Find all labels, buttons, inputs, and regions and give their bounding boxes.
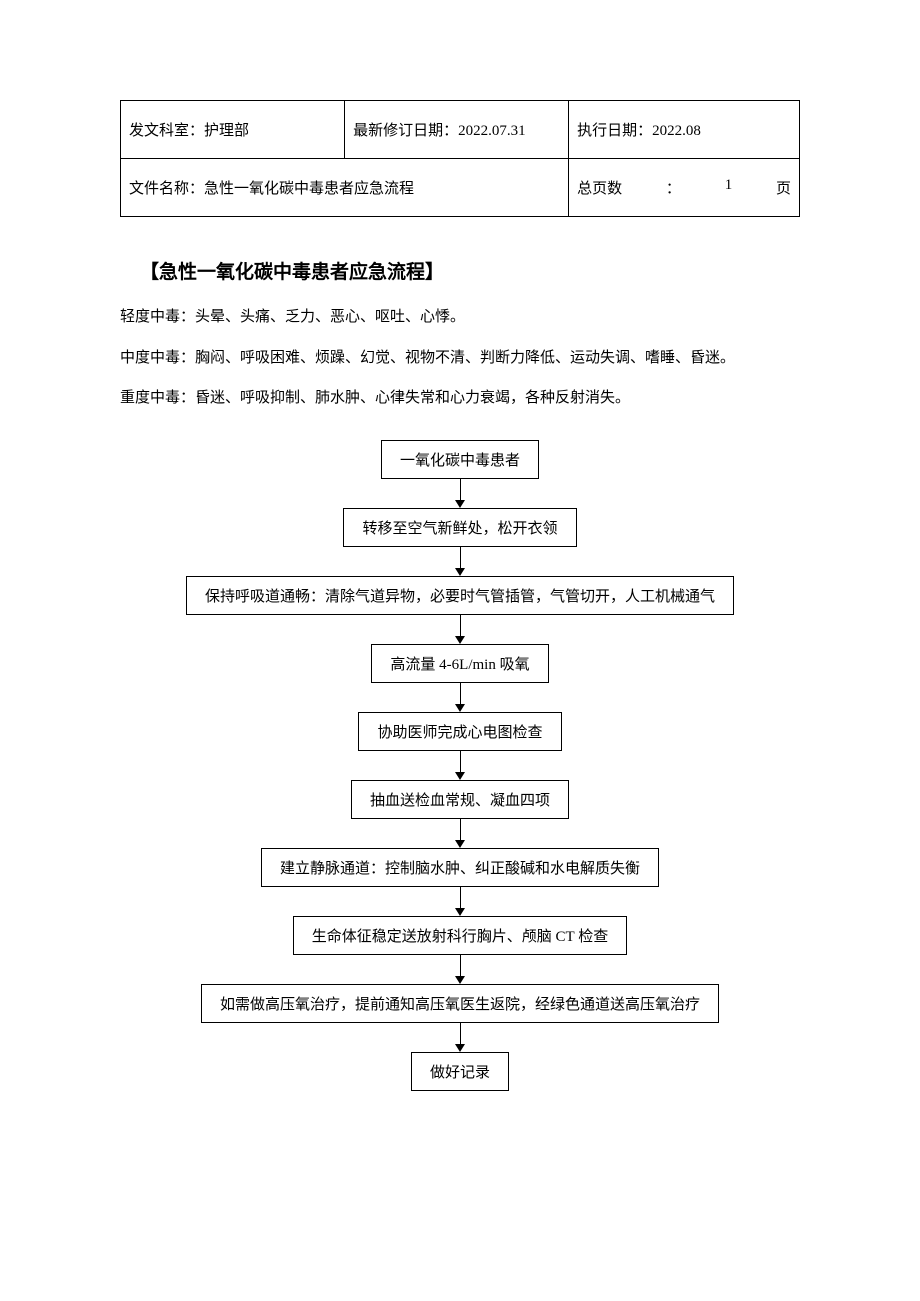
pages-label: 总页数 (577, 177, 622, 198)
flowchart-node: 如需做高压氧治疗，提前通知高压氧医生返院，经绿色通道送高压氧治疗 (201, 984, 719, 1023)
pages-unit: 页 (776, 177, 791, 198)
flowchart-node: 转移至空气新鲜处，松开衣领 (343, 508, 576, 547)
flowchart-arrow-icon (455, 479, 465, 508)
flowchart-arrow-icon (455, 1023, 465, 1052)
pages-value: 1 (725, 177, 733, 198)
dept-cell: 发文科室：护理部 (121, 101, 345, 159)
severity-moderate: 中度中毒：胸闷、呼吸困难、烦躁、幻觉、视物不清、判断力降低、运动失调、嗜睡、昏迷… (120, 347, 800, 370)
flowchart-node: 一氧化碳中毒患者 (381, 440, 539, 479)
severity-mild: 轻度中毒：头晕、头痛、乏力、恶心、呕吐、心悸。 (120, 306, 800, 329)
flowchart-arrow-icon (455, 683, 465, 712)
flowchart-arrow-icon (455, 615, 465, 644)
flowchart-arrow-icon (455, 819, 465, 848)
flowchart-arrow-icon (455, 547, 465, 576)
flowchart-node: 保持呼吸道通畅：清除气道异物，必要时气管插管，气管切开，人工机械通气 (186, 576, 734, 615)
flowchart-container: 一氧化碳中毒患者转移至空气新鲜处，松开衣领保持呼吸道通畅：清除气道异物，必要时气… (120, 440, 800, 1091)
section-title: 【急性一氧化碳中毒患者应急流程】 (140, 257, 800, 284)
flowchart-node: 协助医师完成心电图检查 (358, 712, 561, 751)
flowchart-node: 高流量 4-6L/min 吸氧 (371, 644, 548, 683)
pages-colon: ： (666, 177, 681, 198)
exec-date-cell: 执行日期：2022.08 (569, 101, 800, 159)
flowchart-arrow-icon (455, 955, 465, 984)
page-count-cell: 总页数 ： 1 页 (569, 159, 800, 217)
document-header-table: 发文科室：护理部 最新修订日期：2022.07.31 执行日期：2022.08 … (120, 100, 800, 217)
severity-severe: 重度中毒：昏迷、呼吸抑制、肺水肿、心律失常和心力衰竭，各种反射消失。 (120, 387, 800, 410)
flowchart-node: 抽血送检血常规、凝血四项 (351, 780, 569, 819)
flowchart-arrow-icon (455, 751, 465, 780)
revision-date-cell: 最新修订日期：2022.07.31 (345, 101, 569, 159)
docname-cell: 文件名称：急性一氧化碳中毒患者应急流程 (121, 159, 569, 217)
flowchart-arrow-icon (455, 887, 465, 916)
flowchart-node: 生命体征稳定送放射科行胸片、颅脑 CT 检查 (293, 916, 627, 955)
flowchart-node: 做好记录 (411, 1052, 509, 1091)
flowchart-node: 建立静脉通道：控制脑水肿、纠正酸碱和水电解质失衡 (261, 848, 659, 887)
